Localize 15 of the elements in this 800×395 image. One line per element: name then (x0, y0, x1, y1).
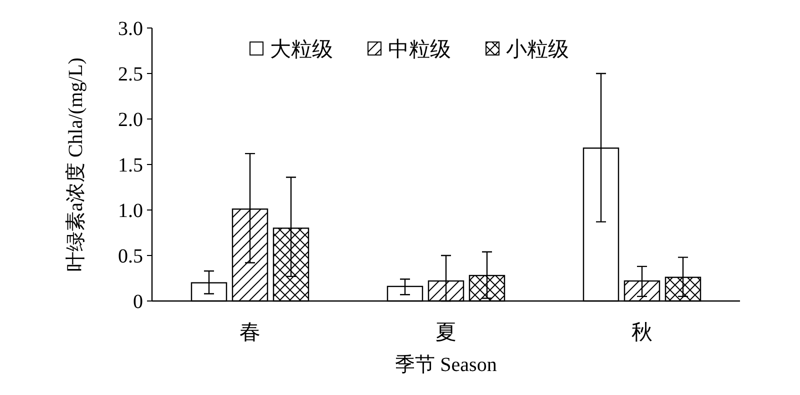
legend-label: 中粒级 (388, 37, 451, 61)
legend-label: 大粒级 (270, 37, 333, 61)
y-tick-label: 2.5 (118, 64, 143, 86)
y-tick-label: 3.0 (118, 18, 143, 40)
x-tick-label: 夏 (436, 320, 456, 344)
legend-label: 小粒级 (506, 37, 569, 61)
y-tick-label: 0.5 (118, 246, 143, 268)
y-tick-label: 1.0 (118, 200, 143, 222)
x-tick-label: 秋 (632, 320, 652, 344)
x-axis-title: 季节 Season (395, 354, 497, 376)
y-tick-label: 2.0 (118, 109, 143, 131)
y-axis-title: 叶绿素a浓度 Chla/(mg/L) (65, 58, 87, 272)
x-tick-label: 春 (240, 320, 260, 344)
y-tick-label: 0 (133, 291, 143, 313)
y-tick-label: 1.5 (118, 154, 143, 176)
